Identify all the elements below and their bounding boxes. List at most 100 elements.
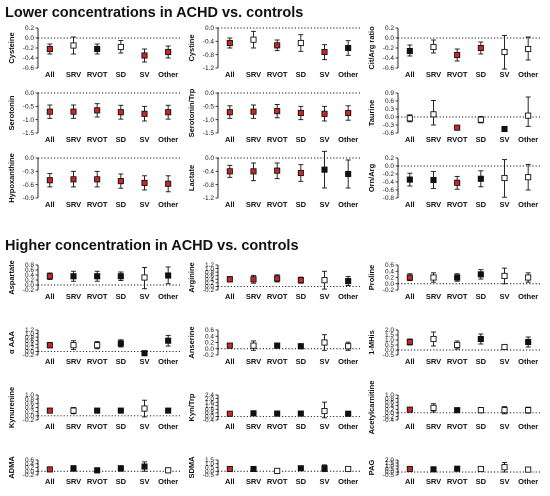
category-label: SD	[476, 292, 487, 301]
data-point-all	[406, 115, 413, 122]
y-tick-label: 0.6	[25, 338, 34, 345]
y-tick-label: -0.8	[383, 195, 395, 202]
y-tick-label: 0.8	[205, 269, 214, 276]
data-point-srv	[70, 342, 77, 349]
data-point-rvot	[454, 465, 461, 472]
y-axis-label: Cysteine	[7, 32, 16, 63]
y-tick-label: -0.5	[203, 472, 215, 479]
category-label: SD	[476, 135, 487, 144]
data-point-srv	[430, 176, 437, 184]
data-point-other	[345, 109, 352, 117]
y-tick-label: 0.5	[205, 465, 214, 472]
y-tick-label: 1.5	[385, 460, 394, 467]
data-point-all	[46, 273, 53, 280]
panel-hypoxanthine: -0.9 -0.6 -0.3 0.0 Hypoxanthine All SRV RVOT SD S…	[7, 153, 180, 209]
data-point-all	[406, 406, 413, 413]
panel-cystine: -1.2 -0.8 -0.4 0.0 Cystine All SRV RVOT SD SV Othe…	[187, 25, 360, 79]
data-point-other	[525, 174, 532, 181]
y-tick-label: 0.8	[205, 406, 214, 413]
y-tick-label: 1.0	[205, 266, 214, 273]
panel--aaa: -0.20.00.20.40.60.81.01.2 α AAA All SRV RVOT…	[7, 327, 180, 366]
data-point-all	[46, 108, 53, 115]
data-point-all	[46, 342, 53, 349]
category-label: SD	[116, 477, 127, 486]
category-label: SRV	[246, 292, 261, 301]
y-tick-label: -0.2	[23, 287, 35, 294]
data-point-all	[406, 176, 413, 183]
y-tick-label: 0.0	[25, 282, 34, 289]
y-tick-label: -0.4	[383, 417, 395, 424]
category-label: SRV	[66, 477, 81, 486]
y-axis-label: Hypoxanthine	[7, 153, 16, 203]
category-label: RVOT	[447, 357, 468, 366]
category-label: RVOT	[87, 292, 108, 301]
category-label: All	[405, 477, 415, 486]
data-point-srv	[250, 465, 257, 473]
y-tick-label: -0.6	[383, 130, 395, 137]
data-point-all	[46, 177, 53, 184]
category-label: All	[405, 357, 415, 366]
category-label: RVOT	[267, 70, 288, 79]
category-label: All	[225, 135, 235, 144]
category-label: Other	[518, 477, 538, 486]
data-point-sv	[501, 407, 508, 414]
data-point-srv	[70, 465, 77, 472]
y-tick-label: -0.4	[203, 169, 215, 176]
category-label: SRV	[426, 70, 441, 79]
category-label: SRV	[426, 200, 441, 209]
panel-acetylcarnitine: -0.4-0.20.00.20.40.60.81.0 Acetylcarnitin…	[367, 381, 540, 434]
category-label: All	[405, 200, 415, 209]
data-point-srv	[430, 274, 437, 281]
category-label: All	[45, 292, 55, 301]
category-label: All	[405, 135, 415, 144]
panel-lactate: -1.2 -0.8 -0.4 0.0 Lactate All SRV RVOT SD SV Othe…	[187, 150, 360, 209]
y-tick-label: 1.6	[205, 399, 214, 406]
y-tick-label: 1.0	[25, 331, 34, 338]
heading-lower: Lower concentrations in ACHD vs. control…	[5, 5, 303, 21]
data-point-other	[525, 407, 532, 414]
y-tick-label: 0.6	[25, 267, 34, 274]
category-label: SD	[116, 292, 127, 301]
data-point-rvot	[94, 467, 101, 474]
category-label: RVOT	[267, 357, 288, 366]
data-point-sv	[141, 405, 148, 412]
y-tick-label: 0.6	[385, 262, 394, 269]
category-label: SV	[139, 422, 149, 431]
data-point-srv	[70, 42, 77, 49]
data-point-sd	[117, 43, 124, 51]
y-axis-label: Serotonin/Trp	[187, 88, 196, 137]
data-point-sv	[321, 48, 328, 56]
category-label: SRV	[246, 357, 261, 366]
category-label: SV	[499, 135, 509, 144]
category-label: SD	[476, 70, 487, 79]
y-tick-label: 0.6	[385, 399, 394, 406]
y-tick-label: 2.4	[205, 392, 214, 399]
data-point-sv	[321, 465, 328, 472]
y-tick-label: 0.6	[205, 273, 214, 280]
y-tick-label: 1.2	[205, 403, 214, 410]
data-point-sd	[117, 178, 124, 185]
y-tick-label: 1.5	[385, 332, 394, 339]
data-point-other	[345, 343, 352, 350]
data-point-other	[525, 466, 532, 473]
data-point-rvot	[454, 407, 461, 414]
data-point-srv	[250, 168, 257, 175]
category-label: SRV	[246, 477, 261, 486]
y-tick-label: -0.6	[383, 65, 395, 72]
data-point-sd	[117, 407, 124, 414]
data-point-all	[406, 47, 413, 55]
category-label: SD	[116, 70, 127, 79]
y-tick-label: 0.2	[385, 275, 394, 282]
data-point-other	[165, 407, 172, 414]
data-point-srv	[70, 176, 77, 183]
data-point-srv	[250, 36, 257, 43]
y-tick-label: -0.2	[383, 171, 395, 178]
category-label: SV	[139, 200, 149, 209]
category-label: RVOT	[87, 135, 108, 144]
y-tick-label: 0.0	[385, 469, 394, 476]
y-tick-label: -0.2	[203, 352, 215, 359]
category-label: RVOT	[267, 292, 288, 301]
category-label: RVOT	[267, 135, 288, 144]
data-point-other	[525, 45, 532, 53]
category-label: All	[225, 477, 235, 486]
